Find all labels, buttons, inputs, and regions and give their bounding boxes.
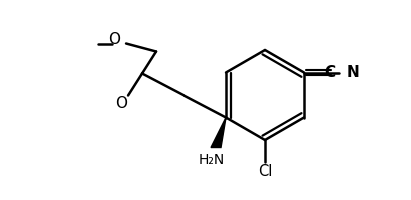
Polygon shape <box>211 117 226 148</box>
Text: C: C <box>324 65 335 80</box>
Text: N: N <box>347 65 360 80</box>
Text: O: O <box>108 32 120 47</box>
Text: H₂N: H₂N <box>199 154 225 168</box>
Text: O: O <box>115 96 127 111</box>
Text: Cl: Cl <box>258 164 272 180</box>
